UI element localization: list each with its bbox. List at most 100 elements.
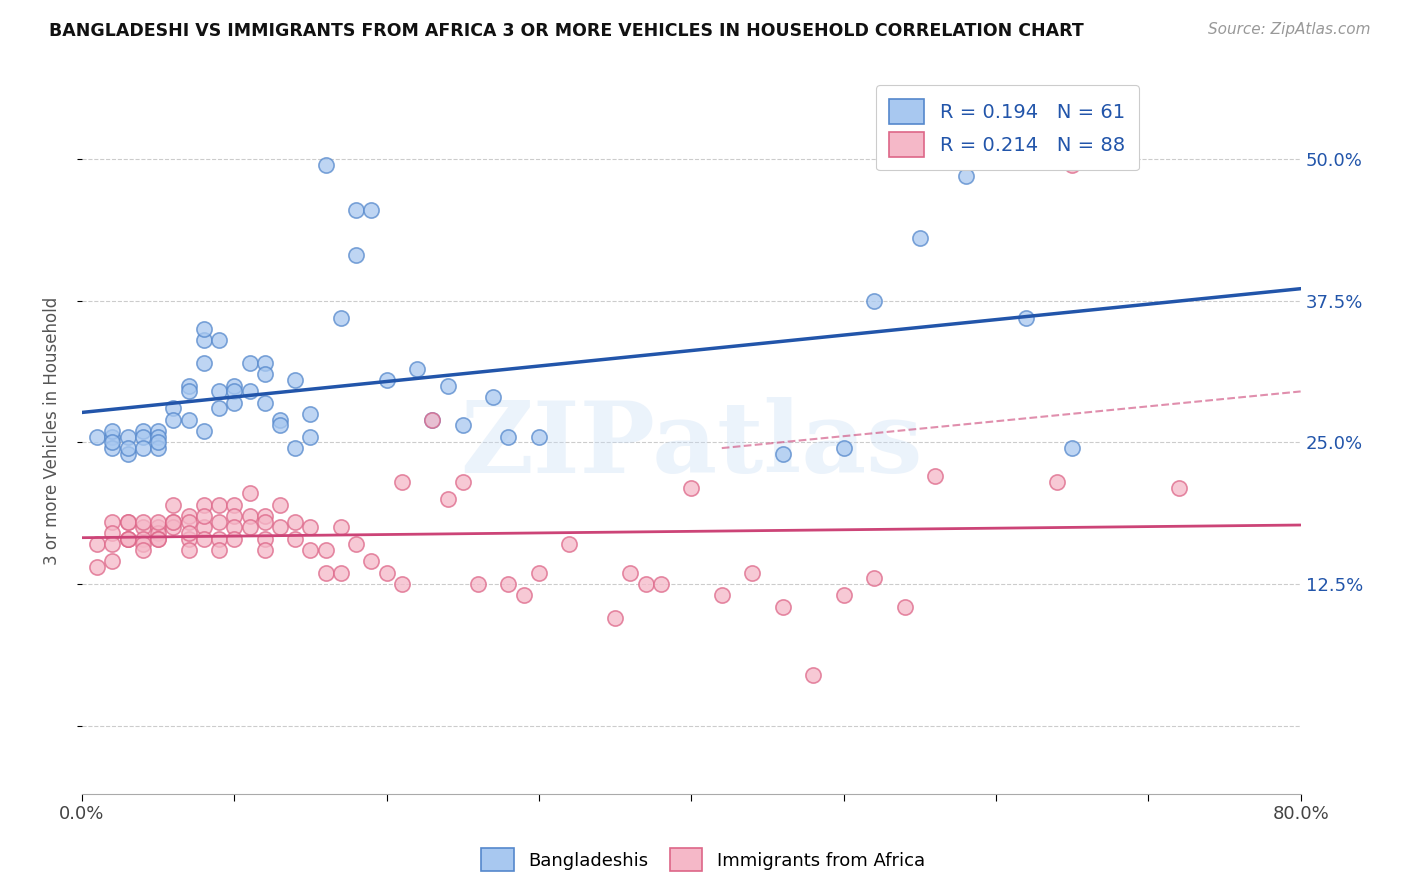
Point <box>101 526 124 541</box>
Point <box>329 566 352 580</box>
Point <box>224 532 246 546</box>
Point <box>224 384 246 399</box>
Point <box>132 520 155 534</box>
Point <box>436 378 458 392</box>
Point <box>101 554 124 568</box>
Point <box>117 430 139 444</box>
Point <box>360 203 382 218</box>
Point <box>224 396 246 410</box>
Point <box>132 424 155 438</box>
Point <box>253 368 276 382</box>
Point <box>193 356 215 370</box>
Point <box>284 373 307 387</box>
Point <box>299 430 322 444</box>
Point <box>527 566 550 580</box>
Point <box>253 356 276 370</box>
Point <box>269 498 291 512</box>
Point <box>193 520 215 534</box>
Point <box>344 203 367 218</box>
Point <box>177 378 200 392</box>
Point <box>208 515 231 529</box>
Text: ZIPatlas: ZIPatlas <box>460 397 922 494</box>
Point <box>375 373 398 387</box>
Point <box>208 401 231 416</box>
Point <box>208 498 231 512</box>
Point <box>146 430 169 444</box>
Point <box>86 430 108 444</box>
Point <box>146 515 169 529</box>
Point <box>132 543 155 558</box>
Point <box>162 515 184 529</box>
Legend: R = 0.194   N = 61, R = 0.214   N = 88: R = 0.194 N = 61, R = 0.214 N = 88 <box>876 86 1139 170</box>
Point <box>681 481 703 495</box>
Point <box>908 231 931 245</box>
Point <box>284 441 307 455</box>
Point <box>451 418 474 433</box>
Point <box>527 430 550 444</box>
Point <box>101 515 124 529</box>
Point <box>193 424 215 438</box>
Point <box>498 430 520 444</box>
Point <box>208 384 231 399</box>
Point <box>924 469 946 483</box>
Point <box>132 441 155 455</box>
Point <box>1167 481 1189 495</box>
Point <box>146 441 169 455</box>
Point <box>162 401 184 416</box>
Point <box>634 577 657 591</box>
Point <box>467 577 489 591</box>
Point <box>224 520 246 534</box>
Point <box>177 413 200 427</box>
Point <box>741 566 763 580</box>
Point <box>253 515 276 529</box>
Point <box>269 418 291 433</box>
Point <box>101 424 124 438</box>
Point <box>193 498 215 512</box>
Point <box>117 447 139 461</box>
Point <box>512 588 534 602</box>
Y-axis label: 3 or more Vehicles in Household: 3 or more Vehicles in Household <box>44 297 60 566</box>
Point <box>344 537 367 551</box>
Point <box>193 322 215 336</box>
Point <box>650 577 672 591</box>
Point <box>224 378 246 392</box>
Point <box>238 520 260 534</box>
Point <box>801 667 824 681</box>
Point <box>253 396 276 410</box>
Point <box>193 532 215 546</box>
Point <box>117 532 139 546</box>
Point <box>177 384 200 399</box>
Point <box>146 435 169 450</box>
Point <box>406 361 429 376</box>
Point <box>605 611 627 625</box>
Point <box>832 441 855 455</box>
Point <box>132 430 155 444</box>
Point <box>832 588 855 602</box>
Point <box>146 532 169 546</box>
Point <box>284 515 307 529</box>
Point <box>208 543 231 558</box>
Point <box>284 532 307 546</box>
Point <box>86 560 108 574</box>
Point <box>177 515 200 529</box>
Point <box>177 543 200 558</box>
Point <box>101 435 124 450</box>
Point <box>391 475 413 489</box>
Point <box>1046 475 1069 489</box>
Point <box>482 390 505 404</box>
Point <box>162 520 184 534</box>
Point <box>208 532 231 546</box>
Point <box>772 599 794 614</box>
Point <box>208 334 231 348</box>
Point <box>299 520 322 534</box>
Point <box>329 310 352 325</box>
Point <box>117 515 139 529</box>
Point <box>162 413 184 427</box>
Point <box>132 515 155 529</box>
Point <box>224 498 246 512</box>
Point <box>498 577 520 591</box>
Point <box>101 441 124 455</box>
Point <box>1015 310 1038 325</box>
Point <box>1062 441 1084 455</box>
Point <box>253 543 276 558</box>
